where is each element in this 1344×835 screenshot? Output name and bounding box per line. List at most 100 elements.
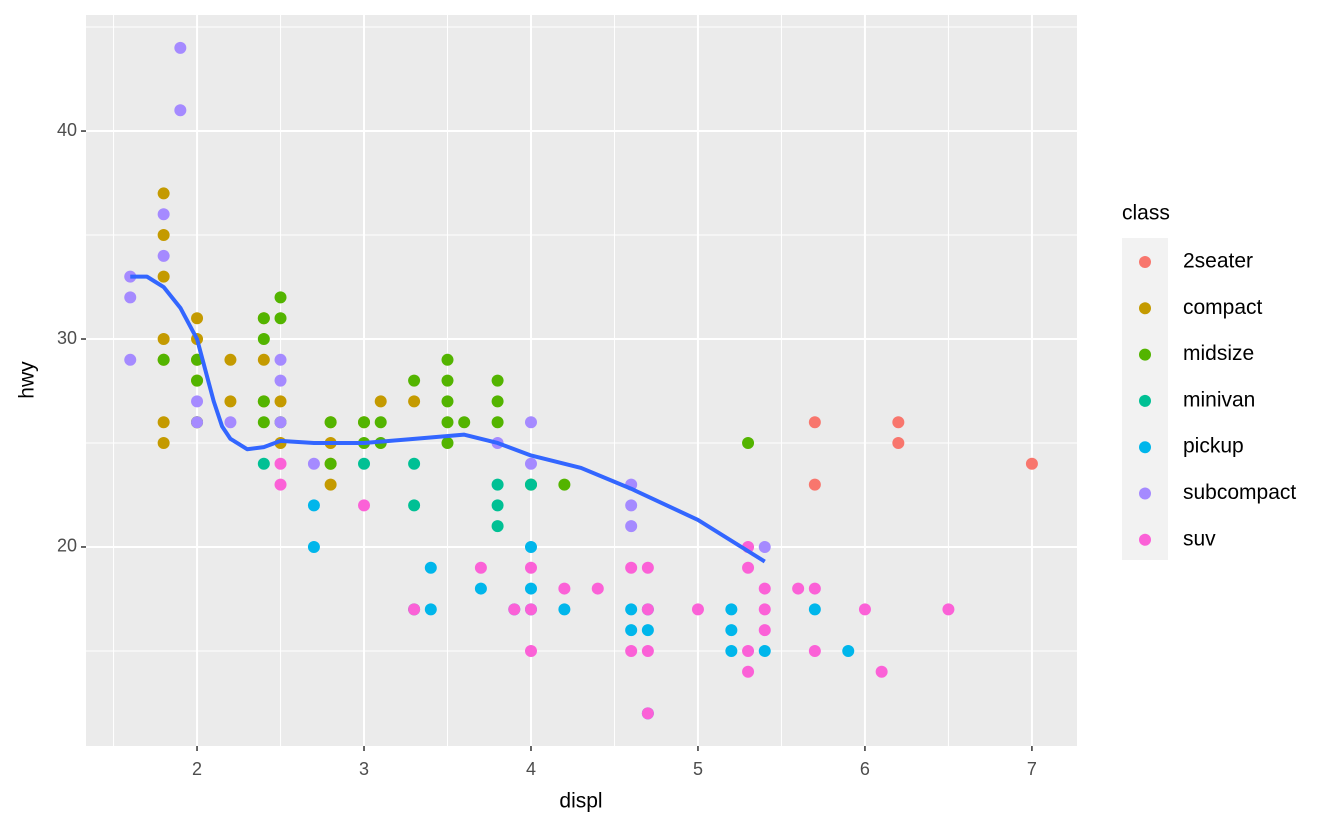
x-axis-title: displ (559, 790, 602, 813)
point (725, 644, 738, 657)
point (524, 582, 537, 595)
point (742, 436, 755, 449)
panel (86, 15, 1077, 746)
point (124, 353, 137, 366)
point (808, 478, 821, 491)
point (274, 395, 287, 408)
point (641, 561, 654, 574)
point (408, 395, 421, 408)
legend-label: subcompact (1183, 481, 1296, 504)
point (307, 540, 320, 553)
point (641, 624, 654, 637)
point (307, 457, 320, 470)
y-tick-label: 30 (57, 328, 77, 348)
legend-label: suv (1183, 527, 1216, 550)
point (491, 374, 504, 387)
point (524, 478, 537, 491)
point (641, 603, 654, 616)
point (157, 208, 170, 221)
point (808, 603, 821, 616)
point (157, 416, 170, 429)
point (524, 457, 537, 470)
point (358, 457, 371, 470)
point (274, 374, 287, 387)
point (307, 499, 320, 512)
point (191, 416, 204, 429)
point (174, 41, 187, 54)
x-tick-label: 3 (359, 759, 369, 779)
point (758, 624, 771, 637)
x-tick-label: 4 (526, 759, 536, 779)
point (358, 416, 371, 429)
point (458, 416, 471, 429)
legend-key (1139, 256, 1151, 268)
point (808, 582, 821, 595)
point (524, 603, 537, 616)
legend-key (1139, 487, 1151, 500)
point (742, 665, 755, 678)
point (625, 561, 638, 574)
point (157, 270, 170, 283)
point (641, 707, 654, 720)
point (742, 561, 755, 574)
point (408, 374, 421, 387)
point (424, 603, 437, 616)
legend-key (1139, 533, 1151, 546)
point (842, 644, 855, 657)
x-tick-label: 7 (1027, 759, 1037, 779)
point (792, 582, 805, 595)
point (257, 457, 270, 470)
point (524, 416, 537, 429)
legend-title: class (1122, 202, 1170, 225)
point (157, 187, 170, 200)
point (691, 603, 704, 616)
point (524, 644, 537, 657)
legend-label: minivan (1183, 388, 1255, 411)
point (892, 416, 905, 429)
legend-key (1139, 302, 1151, 315)
point (191, 395, 204, 408)
point (257, 416, 270, 429)
point (257, 333, 270, 346)
point (257, 312, 270, 325)
legend-key (1139, 394, 1151, 407)
point (942, 603, 955, 616)
point (758, 603, 771, 616)
point (808, 416, 821, 429)
point (491, 395, 504, 408)
point (224, 395, 237, 408)
point (491, 520, 504, 533)
point (1025, 457, 1038, 470)
point (625, 644, 638, 657)
point (491, 416, 504, 429)
point (625, 624, 638, 637)
point (274, 291, 287, 304)
point (474, 582, 487, 595)
point (324, 457, 337, 470)
point (441, 416, 454, 429)
legend-label: compact (1183, 296, 1263, 319)
point (257, 395, 270, 408)
point (224, 353, 237, 366)
y-tick-label: 20 (57, 536, 77, 556)
point (558, 603, 571, 616)
point (174, 104, 187, 117)
point (441, 353, 454, 366)
point (742, 644, 755, 657)
point (408, 499, 421, 512)
point (524, 561, 537, 574)
point (474, 561, 487, 574)
point (641, 644, 654, 657)
point (157, 436, 170, 449)
point (274, 312, 287, 325)
point (374, 416, 387, 429)
point (274, 416, 287, 429)
point (441, 436, 454, 449)
point (858, 603, 871, 616)
legend-label: midsize (1183, 342, 1254, 365)
x-tick-label: 2 (192, 759, 202, 779)
point (274, 478, 287, 491)
point (491, 499, 504, 512)
point (441, 374, 454, 387)
